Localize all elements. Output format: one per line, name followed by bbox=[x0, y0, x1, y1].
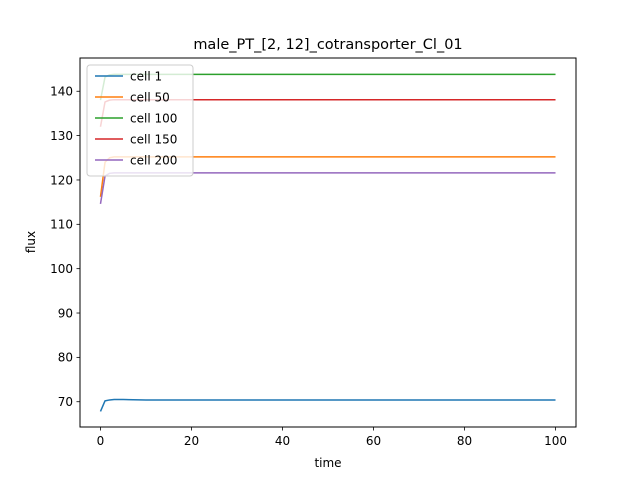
x-axis-label: time bbox=[314, 456, 341, 470]
legend-label: cell 200 bbox=[130, 153, 177, 167]
legend-box bbox=[86, 64, 194, 177]
x-axis: 0 20 40 60 80 100 bbox=[97, 427, 567, 448]
y-tick-label: 80 bbox=[58, 351, 73, 365]
x-tick-label: 20 bbox=[184, 434, 199, 448]
y-tick-label: 130 bbox=[50, 129, 73, 143]
y-tick-label: 90 bbox=[58, 306, 73, 320]
plot-frame bbox=[79, 57, 577, 428]
y-tick-label: 70 bbox=[58, 395, 73, 409]
x-tick-label: 0 bbox=[97, 434, 105, 448]
y-axis: 70 80 90 100 110 120 130 140 bbox=[50, 85, 80, 409]
series-line-cell-1 bbox=[99, 398, 556, 412]
chart-title: male_PT_[2, 12]_cotransporter_Cl_01 bbox=[193, 37, 462, 53]
y-axis-label: flux bbox=[24, 231, 38, 253]
legend-label: cell 1 bbox=[130, 69, 162, 83]
y-tick-label: 100 bbox=[50, 262, 73, 276]
legend-label: cell 150 bbox=[130, 132, 177, 146]
y-tick-label: 110 bbox=[50, 218, 73, 232]
y-tick-label: 120 bbox=[50, 173, 73, 187]
x-tick-label: 40 bbox=[275, 434, 290, 448]
legend-label: cell 50 bbox=[130, 90, 170, 104]
legend-label: cell 100 bbox=[130, 111, 177, 125]
x-tick-label: 60 bbox=[366, 434, 381, 448]
y-tick-label: 140 bbox=[50, 85, 73, 99]
x-tick-label: 100 bbox=[544, 434, 567, 448]
x-tick-label: 80 bbox=[457, 434, 472, 448]
legend: cell 1 cell 50 cell 100 cell 150 cell 200 bbox=[86, 64, 194, 177]
